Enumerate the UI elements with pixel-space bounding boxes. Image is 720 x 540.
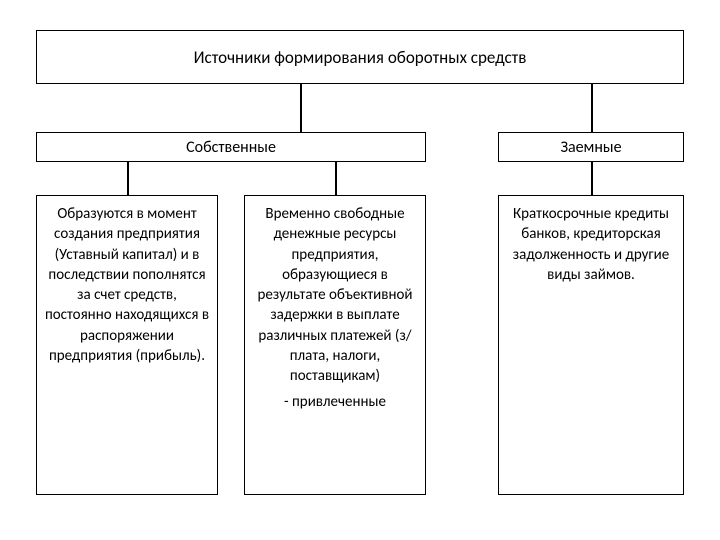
detail-borrowed-text: Краткосрочные кредиты банков, кредиторск… — [505, 204, 677, 285]
category-own-box: Собственные — [36, 132, 426, 162]
category-own-label: Собственные — [186, 138, 276, 157]
category-borrowed-label: Заемные — [560, 138, 621, 157]
connector — [591, 84, 593, 132]
connector — [591, 162, 593, 195]
connector — [300, 84, 302, 132]
detail-own-attracted-box: Временно свободные денежные ресурсы пред… — [244, 195, 426, 495]
detail-own-attracted-main: Временно свободные денежные ресурсы пред… — [251, 204, 419, 386]
detail-borrowed-box: Краткосрочные кредиты банков, кредиторск… — [498, 195, 684, 495]
detail-own-formed-box: Образуются в момент создания предприятия… — [36, 195, 218, 495]
category-borrowed-box: Заемные — [498, 132, 684, 162]
connector — [127, 162, 129, 195]
title-text: Источники формирования оборотных средств — [194, 47, 527, 68]
detail-own-formed-text: Образуются в момент создания предприятия… — [43, 204, 211, 366]
connector — [335, 162, 337, 195]
title-box: Источники формирования оборотных средств — [36, 30, 684, 84]
detail-own-attracted-sub: - привлеченные — [251, 392, 419, 412]
